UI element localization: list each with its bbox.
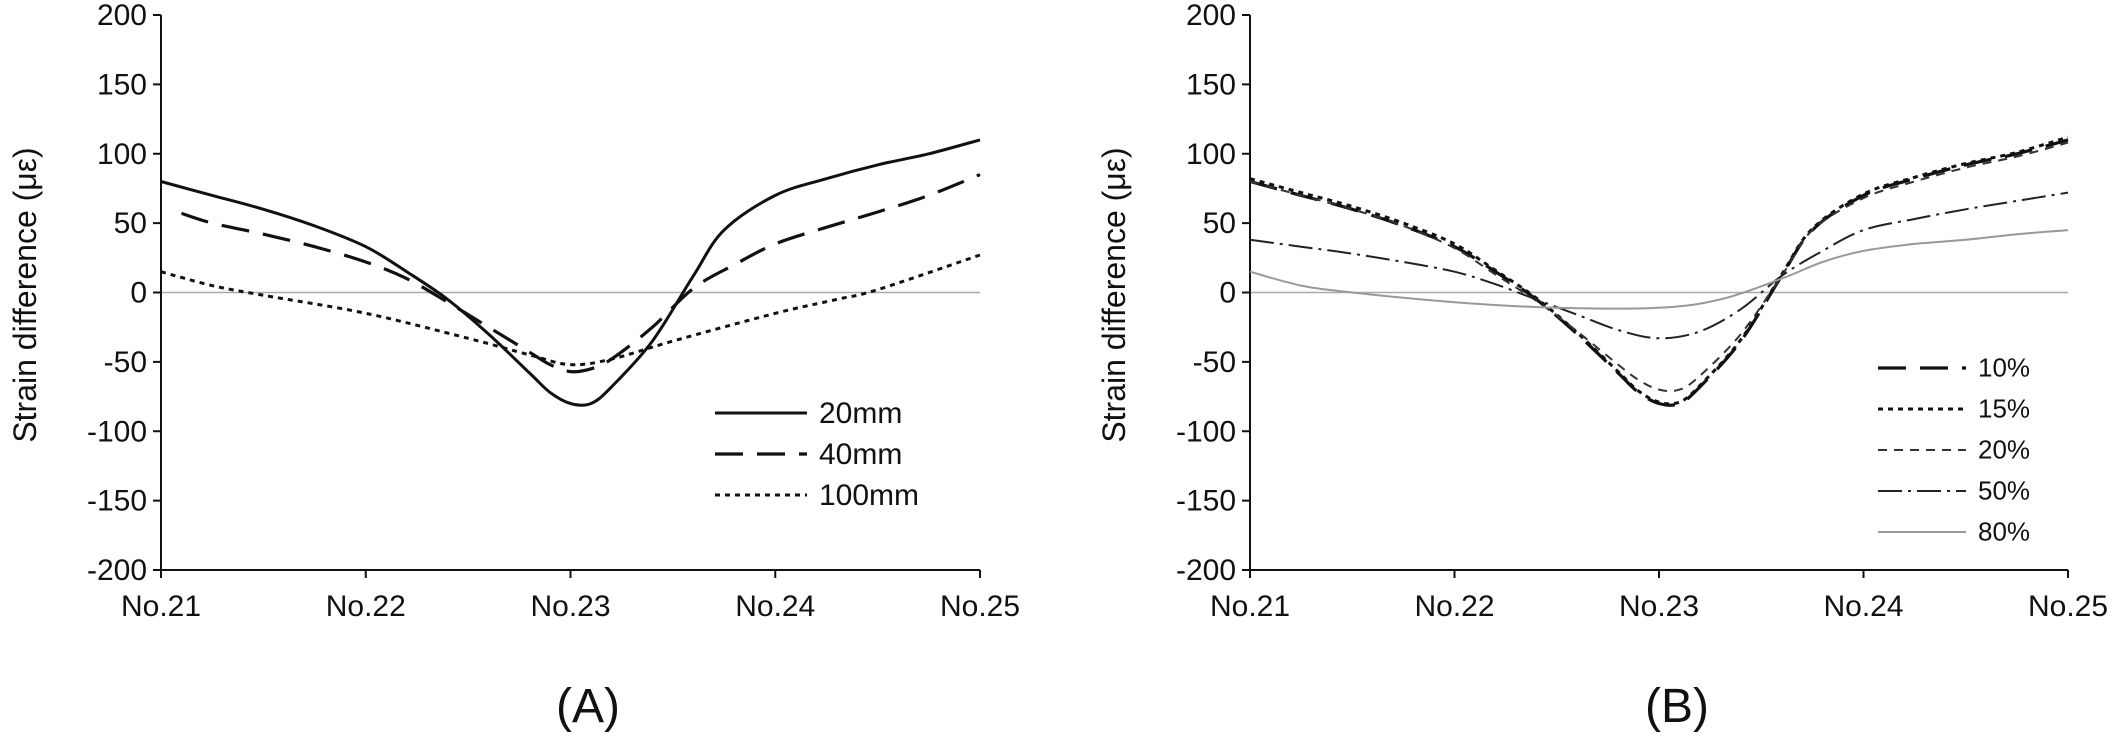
panel-a-legend: 20mm 40mm 100mm xyxy=(715,397,919,512)
a-y-tick-label: 0 xyxy=(130,277,147,310)
a-series-line-100mm xyxy=(160,253,981,367)
a-x-tick-label: No.21 xyxy=(121,590,201,623)
a-series-line-20mm xyxy=(160,138,981,407)
a-legend-label: 100mm xyxy=(819,479,919,512)
panel-a-x-tick-labels: No.21 No.22 No.23 No.24 No.25 xyxy=(121,590,1020,623)
panel-b-legend: 10% 15% 20% 50% 80% xyxy=(1878,353,2030,547)
b-series-line-80pct xyxy=(1249,229,2069,310)
b-legend-label: 20% xyxy=(1978,435,2030,465)
b-x-tick-label: No.25 xyxy=(2028,590,2108,623)
a-legend-label: 20mm xyxy=(819,397,902,430)
b-y-tick-label: 100 xyxy=(1186,138,1236,171)
b-x-tick-label: No.21 xyxy=(1210,590,1290,623)
a-y-tick-label: -100 xyxy=(87,415,147,448)
panel-b-axes xyxy=(1242,14,2069,578)
b-y-tick-label: 50 xyxy=(1203,207,1236,240)
chart-panel-b: Strain difference (με) -200 -150 -100 -50 0 5… xyxy=(1096,0,2108,733)
a-x-tick-label: No.24 xyxy=(735,590,815,623)
a-x-tick-label: No.22 xyxy=(326,590,406,623)
a-y-tick-label: -150 xyxy=(87,485,147,518)
b-y-tick-label: 0 xyxy=(1219,277,1236,310)
a-y-tick-label: -200 xyxy=(87,554,147,587)
a-y-tick-label: -50 xyxy=(104,346,147,379)
b-y-tick-label: -200 xyxy=(1176,554,1236,587)
b-y-tick-label: -50 xyxy=(1193,346,1236,379)
b-x-tick-label: No.22 xyxy=(1414,590,1494,623)
a-legend-label: 40mm xyxy=(819,438,902,471)
panel-a-label: (A) xyxy=(556,680,620,733)
a-y-tick-label: 200 xyxy=(97,0,147,32)
b-legend-label: 50% xyxy=(1978,476,2030,506)
panel-b-label: (B) xyxy=(1645,680,1709,733)
a-x-tick-label: No.25 xyxy=(940,590,1020,623)
a-y-tick-label: 100 xyxy=(97,138,147,171)
a-y-tick-label: 150 xyxy=(97,68,147,101)
b-y-tick-label: -100 xyxy=(1176,415,1236,448)
b-legend-label: 10% xyxy=(1978,353,2030,383)
chart-panel-a: Strain difference (με) -200 -150 -100 -50 0 5… xyxy=(7,0,1020,733)
b-series-line-10pct xyxy=(1249,138,2069,407)
a-x-tick-label: No.23 xyxy=(530,590,610,623)
panel-b-x-tick-labels: No.21 No.22 No.23 No.24 No.25 xyxy=(1210,590,2108,623)
panel-a-axes xyxy=(153,14,981,578)
panel-b-y-tick-labels: -200 -150 -100 -50 0 50 100 150 200 xyxy=(1176,0,1236,587)
b-y-tick-label: 200 xyxy=(1186,0,1236,32)
b-legend-label: 80% xyxy=(1978,517,2030,547)
b-x-tick-label: No.23 xyxy=(1619,590,1699,623)
b-series-line-20pct xyxy=(1249,141,2069,393)
panel-b-y-axis-label: Strain difference (με) xyxy=(1096,147,1132,442)
a-series-line-40mm xyxy=(181,173,981,374)
b-y-tick-label: -150 xyxy=(1176,485,1236,518)
b-series-line-15pct xyxy=(1249,135,2069,406)
b-x-tick-label: No.24 xyxy=(1823,590,1903,623)
panel-a-y-tick-labels: -200 -150 -100 -50 0 50 100 150 200 xyxy=(87,0,147,587)
panel-b-series xyxy=(1249,135,2069,407)
b-legend-label: 15% xyxy=(1978,394,2030,424)
panel-a-series xyxy=(160,138,981,407)
panel-a-y-axis-label: Strain difference (με) xyxy=(7,147,43,442)
b-y-tick-label: 150 xyxy=(1186,68,1236,101)
a-y-tick-label: 50 xyxy=(114,207,147,240)
b-series-line-50pct xyxy=(1249,191,2069,340)
